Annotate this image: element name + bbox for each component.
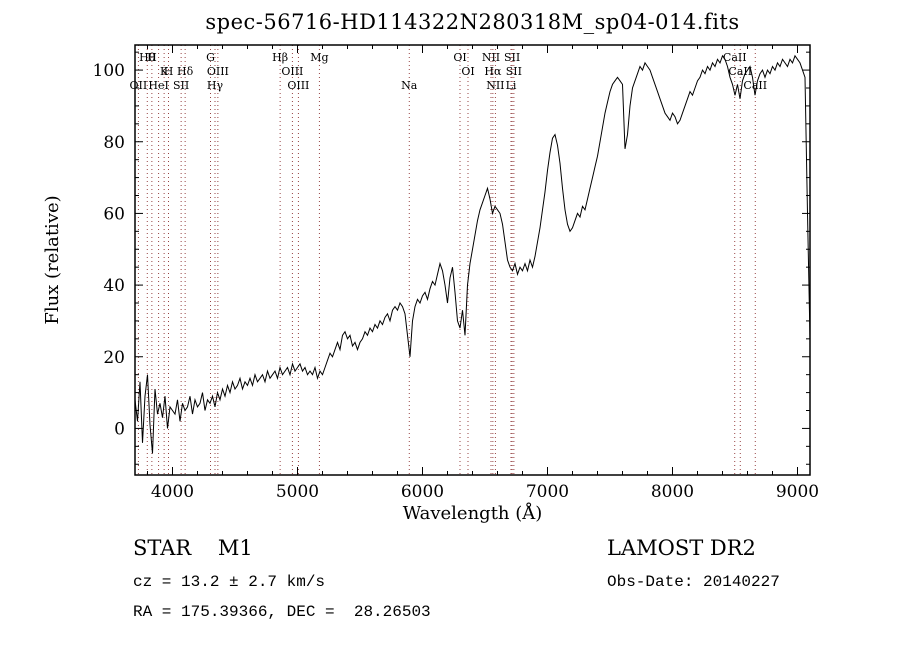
- line-marker-label: Hδ: [177, 65, 194, 78]
- line-marker-label: H: [164, 65, 174, 78]
- line-marker-label: SII: [506, 65, 522, 78]
- obs-date: Obs-Date: 20140227: [607, 573, 780, 591]
- object-class-label: STAR M1: [133, 536, 253, 560]
- line-marker-label: HeI: [148, 79, 168, 92]
- y-tick-label: 40: [103, 276, 125, 296]
- x-tick-label: 8000: [651, 482, 694, 502]
- axes: [134, 44, 811, 476]
- ra-dec-value: RA = 175.39366, DEC = 28.26503: [133, 603, 431, 621]
- x-tick-label: 6000: [401, 482, 444, 502]
- line-marker-label: OIII: [281, 65, 303, 78]
- spectrum-line: [135, 54, 810, 454]
- tick-labels: 4000 5000 6000 7000 8000 9000 0 20 40 60 80 100: [93, 61, 820, 502]
- spectrum-trace: [135, 54, 810, 454]
- line-marker-label: OIII: [287, 79, 309, 92]
- line-marker-label: Hα: [484, 65, 502, 78]
- y-tick-label: 20: [103, 348, 125, 368]
- y-tick-label: 60: [103, 204, 125, 224]
- survey-label: LAMOST DR2: [607, 536, 756, 560]
- line-marker-label: Li: [506, 79, 517, 92]
- plot-title: spec-56716-HD114322N280318M_sp04-014.fit…: [205, 10, 740, 34]
- cz-value: cz = 13.2 ± 2.7 km/s: [133, 573, 326, 591]
- line-marker-label: Mg: [310, 51, 328, 64]
- line-marker-label: G: [206, 51, 215, 64]
- line-marker-label: Hγ: [207, 79, 224, 92]
- line-marker-label: NII: [486, 79, 504, 92]
- line-marker-label: SII: [504, 51, 520, 64]
- y-tick-label: 100: [93, 61, 125, 81]
- y-tick-label: 0: [114, 419, 125, 439]
- y-axis-label: Flux (relative): [42, 195, 63, 324]
- x-tick-label: 7000: [526, 482, 569, 502]
- line-marker-label: OI: [453, 51, 466, 64]
- line-marker-label: H: [147, 51, 157, 64]
- line-marker-label: K: [160, 65, 169, 78]
- y-tick-label: 80: [103, 133, 125, 153]
- line-marker-label: OII: [130, 79, 148, 92]
- line-marker-label: CaII: [743, 79, 767, 92]
- spectral-line-markers: [137, 45, 756, 475]
- line-marker-label: Hβ: [272, 51, 288, 64]
- x-axis-label: Wavelength (Å): [403, 502, 543, 524]
- line-marker-label: OIII: [207, 65, 229, 78]
- line-marker-label: OI: [461, 65, 474, 78]
- line-marker-label: NII: [482, 51, 500, 64]
- line-marker-label: Hθ: [139, 51, 156, 64]
- line-marker-label: Na: [401, 79, 418, 92]
- line-marker-label: CaII: [728, 65, 752, 78]
- line-marker-label: CaII: [723, 51, 747, 64]
- x-tick-label: 5000: [276, 482, 319, 502]
- line-marker-label: SII: [173, 79, 189, 92]
- x-tick-label: 9000: [776, 482, 819, 502]
- x-tick-label: 4000: [151, 482, 194, 502]
